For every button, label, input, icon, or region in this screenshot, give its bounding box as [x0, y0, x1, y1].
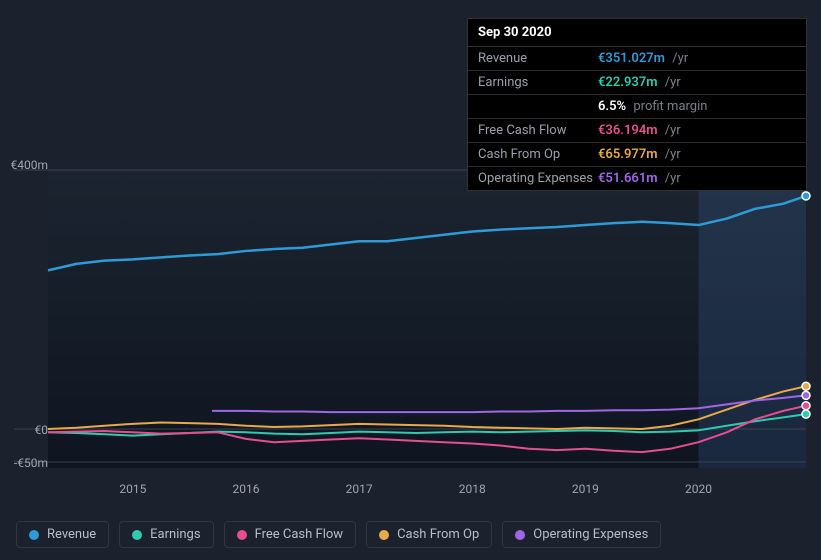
tooltip-row-label: Cash From Op — [478, 147, 598, 162]
tooltip-row-label: Free Cash Flow — [478, 123, 598, 138]
y-axis-label: €400m — [0, 158, 48, 172]
tooltip-row: Cash From Op€65.977m /yr — [468, 143, 806, 167]
tooltip-row-value: €22.937m /yr — [598, 75, 681, 90]
tooltip-date: Sep 30 2020 — [468, 19, 806, 47]
tooltip-row-label: Operating Expenses — [478, 171, 598, 186]
x-axis-label: 2018 — [459, 482, 486, 496]
tooltip-row-value: 6.5% profit margin — [598, 99, 707, 114]
tooltip-row: Earnings€22.937m /yr — [468, 71, 806, 95]
tooltip-row: Free Cash Flow€36.194m /yr — [468, 119, 806, 143]
legend-label: Free Cash Flow — [255, 527, 343, 542]
tooltip-row-value: €351.027m /yr — [598, 51, 688, 66]
legend-swatch — [237, 530, 247, 540]
legend-swatch — [132, 530, 142, 540]
legend-swatch — [515, 530, 525, 540]
tooltip-row: Operating Expenses€51.661m /yr — [468, 167, 806, 190]
x-axis-label: 2019 — [572, 482, 599, 496]
x-axis-label: 2015 — [119, 482, 146, 496]
tooltip-row: 6.5% profit margin — [468, 95, 806, 119]
legend-item-revenue[interactable]: Revenue — [16, 521, 109, 548]
x-axis-label: 2020 — [685, 482, 712, 496]
series-revenue[interactable] — [48, 196, 806, 270]
hover-tooltip: Sep 30 2020 Revenue€351.027m /yrEarnings… — [467, 18, 807, 191]
legend-item-cash-from-op[interactable]: Cash From Op — [366, 521, 492, 548]
tooltip-row-value: €65.977m /yr — [598, 147, 681, 162]
tooltip-row: Revenue€351.027m /yr — [468, 47, 806, 71]
legend: Revenue Earnings Free Cash Flow Cash From O… — [16, 521, 661, 548]
series-end-marker — [802, 402, 810, 410]
series-end-marker — [802, 192, 810, 200]
legend-label: Cash From Op — [397, 527, 479, 542]
y-axis-label: €0 — [0, 423, 48, 437]
legend-item-earnings[interactable]: Earnings — [119, 521, 213, 548]
legend-item-operating-expenses[interactable]: Operating Expenses — [502, 521, 661, 548]
tooltip-row-value: €51.661m /yr — [598, 171, 681, 186]
tooltip-row-label: Revenue — [478, 51, 598, 66]
series-end-marker — [802, 391, 810, 399]
legend-item-free-cash-flow[interactable]: Free Cash Flow — [224, 521, 356, 548]
legend-label: Revenue — [47, 527, 96, 542]
legend-label: Earnings — [150, 527, 200, 542]
tooltip-row-label: Earnings — [478, 75, 598, 90]
tooltip-row-value: €36.194m /yr — [598, 123, 681, 138]
x-axis-label: 2017 — [346, 482, 373, 496]
legend-swatch — [29, 530, 39, 540]
series-end-marker — [802, 410, 810, 418]
x-axis-label: 2016 — [232, 482, 259, 496]
tooltip-row-label — [478, 99, 598, 114]
legend-swatch — [379, 530, 389, 540]
series-end-marker — [802, 382, 810, 390]
legend-label: Operating Expenses — [533, 527, 648, 542]
y-axis-label: -€50m — [0, 456, 48, 470]
tooltip-rows: Revenue€351.027m /yrEarnings€22.937m /yr… — [468, 47, 806, 190]
